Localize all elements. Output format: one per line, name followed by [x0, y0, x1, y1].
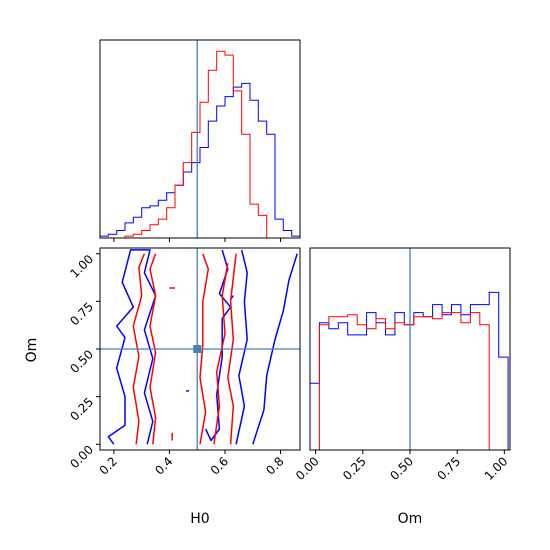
om-histogram-panel: 0.00 0.25 0.50 0.75 1.00 — [293, 248, 510, 483]
x-axis-label-om: Om — [398, 511, 423, 527]
h0-histogram-panel — [100, 40, 300, 242]
contour-x-tick-label-1: 0.4 — [152, 454, 175, 477]
om-hist-x-tick-label-2: 0.50 — [387, 454, 416, 483]
truth-marker — [193, 345, 201, 353]
contour-x-tick-label-0: 0.2 — [97, 454, 120, 477]
contour-series-a-4 — [92, 292, 98, 302]
contour-x-tick-label-3: 0.8 — [263, 454, 286, 477]
h0-hist-series-b — [100, 51, 300, 238]
om-hist-series-b — [310, 313, 508, 450]
contour-y-tick-label-0: 0.00 — [67, 443, 96, 472]
om-hist-x-tick-label-0: 0.00 — [293, 454, 322, 483]
h0-om-contour-panel: 0.2 0.4 0.6 0.8 0.00 0.25 0.50 0.75 1.00 — [67, 248, 300, 478]
contour-y-tick-label-2: 0.50 — [67, 347, 96, 376]
om-hist-x-tick-label-1: 0.25 — [340, 454, 369, 483]
contour-series-a-0 — [108, 250, 155, 444]
om-hist-x-tick-label-4: 1.00 — [482, 454, 511, 483]
om-hist-series-a — [310, 292, 508, 450]
contour-y-tick-label-3: 0.75 — [67, 300, 96, 329]
om-hist-x-tick-label-3: 0.75 — [434, 454, 463, 483]
contour-series-a-1 — [236, 250, 247, 444]
y-axis-label-om: Om — [24, 338, 40, 363]
x-axis-label-h0: H0 — [190, 511, 209, 527]
contour-y-tick-label-4: 1.00 — [67, 252, 96, 281]
contour-x-tick-label-2: 0.6 — [208, 454, 231, 477]
contour-y-tick-label-1: 0.25 — [67, 395, 96, 424]
h0-hist-frame — [100, 40, 300, 238]
